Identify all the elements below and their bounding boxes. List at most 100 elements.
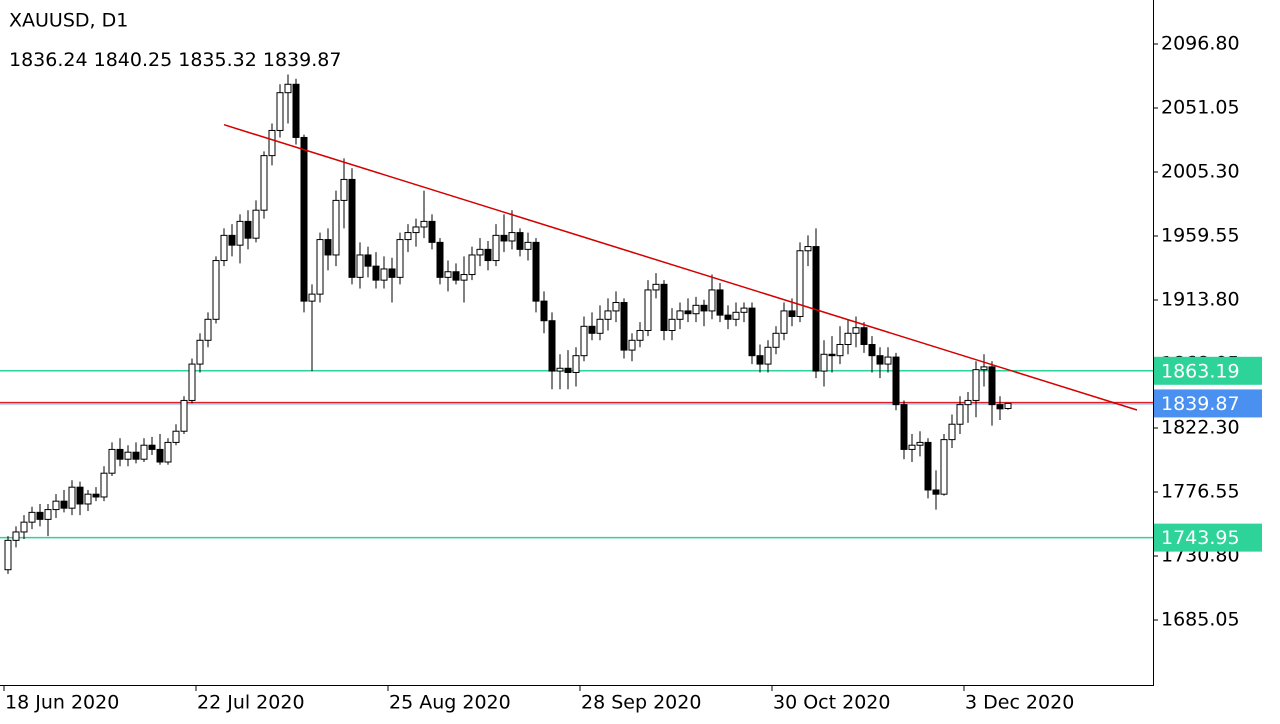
candle-body (892, 356, 900, 406)
candle-body (332, 199, 340, 256)
candle-body (308, 293, 316, 302)
candle-body (852, 327, 860, 334)
x-tick-label: 3 Dec 2020 (965, 692, 1074, 714)
candle-body (204, 318, 212, 341)
candle-body (676, 310, 684, 320)
candle-body (428, 220, 436, 243)
candle-body (372, 265, 380, 281)
candle-body (476, 248, 484, 256)
candle-body (724, 314, 732, 320)
candle-body (564, 367, 572, 373)
candle-body (1004, 402, 1012, 410)
candle-body (100, 472, 108, 498)
candle-body (996, 404, 1004, 410)
candle-body (236, 220, 244, 246)
candle-body (380, 268, 388, 281)
candle-body (980, 366, 988, 371)
candle-body (396, 239, 404, 278)
candle-body (148, 444, 156, 450)
candle-body (580, 325, 588, 357)
candle-body (548, 320, 556, 372)
candle-body (508, 232, 516, 242)
candle-body (748, 307, 756, 357)
candle-body (252, 209, 260, 239)
candle-body (956, 404, 964, 425)
candle-body (908, 444, 916, 450)
candle-body (132, 451, 140, 460)
candle-body (484, 248, 492, 262)
candle-body (932, 489, 940, 495)
y-tick-label: 1685.05 (1161, 609, 1240, 631)
candle-body (588, 325, 596, 334)
candle-body (716, 289, 724, 316)
candle-body (116, 448, 124, 460)
candle-body (604, 310, 612, 320)
candle-body (172, 430, 180, 443)
x-tick-label: 25 Aug 2020 (389, 692, 511, 714)
y-tick-label: 1959.55 (1161, 225, 1240, 247)
candle-body (228, 234, 236, 246)
candle-body (220, 234, 228, 262)
candle-body (764, 346, 772, 365)
low-value: 1835.32 (178, 49, 257, 71)
plot-layer (0, 74, 1153, 574)
y-tick-label: 2096.80 (1161, 32, 1240, 54)
candle-body (684, 310, 692, 315)
candle-body (492, 234, 500, 262)
candle-body (628, 339, 636, 351)
candle-body (260, 155, 268, 211)
candle-body (860, 327, 868, 345)
candle-body (316, 239, 324, 295)
candle-body (836, 343, 844, 357)
candle-body (964, 399, 972, 406)
x-tick-label: 18 Jun 2020 (5, 692, 119, 714)
candle-body (12, 531, 20, 541)
candle-body (948, 423, 956, 441)
price-label-box (1154, 389, 1262, 418)
candle-body (900, 404, 908, 450)
candle-body (444, 271, 452, 278)
candle-body (4, 539, 12, 571)
candle-body (844, 332, 852, 345)
candle-body (348, 178, 356, 278)
high-value: 1840.25 (94, 49, 173, 71)
candle-body (708, 289, 716, 312)
y-tick-label: 1776.55 (1161, 481, 1240, 503)
candle-body (468, 254, 476, 276)
candle-body (700, 304, 708, 312)
candle-body (156, 448, 164, 463)
candle-body (196, 339, 204, 365)
candle-body (52, 500, 60, 511)
candle-body (644, 289, 652, 332)
candle-body (268, 129, 276, 157)
candle-body (500, 234, 508, 242)
close-value: 1839.87 (263, 49, 342, 71)
candle-body (692, 304, 700, 315)
candle-body (436, 241, 444, 278)
y-tick-label: 1822.30 (1161, 417, 1240, 439)
candle-body (292, 83, 300, 138)
candle-body (388, 268, 396, 278)
candle-body (300, 136, 308, 302)
candle-body (788, 310, 796, 318)
candle-body (988, 366, 996, 406)
candle-body (940, 439, 948, 495)
candle-body (164, 441, 172, 463)
candle-body (876, 355, 884, 365)
candle-body (620, 302, 628, 351)
candle-body (532, 241, 540, 302)
candle-body (924, 441, 932, 491)
candle-body (92, 493, 100, 498)
candle-body (44, 509, 52, 520)
chart-title: XAUUSD, D1 (9, 10, 128, 32)
candle-body (972, 369, 980, 401)
candle-body (212, 260, 220, 320)
candle-body (244, 220, 252, 239)
candle-body (612, 302, 620, 312)
open-value: 1836.24 (9, 49, 88, 71)
candle-body (36, 511, 44, 520)
candle-body (804, 246, 812, 252)
price-label-box (1154, 356, 1262, 385)
candle-body (668, 318, 676, 332)
